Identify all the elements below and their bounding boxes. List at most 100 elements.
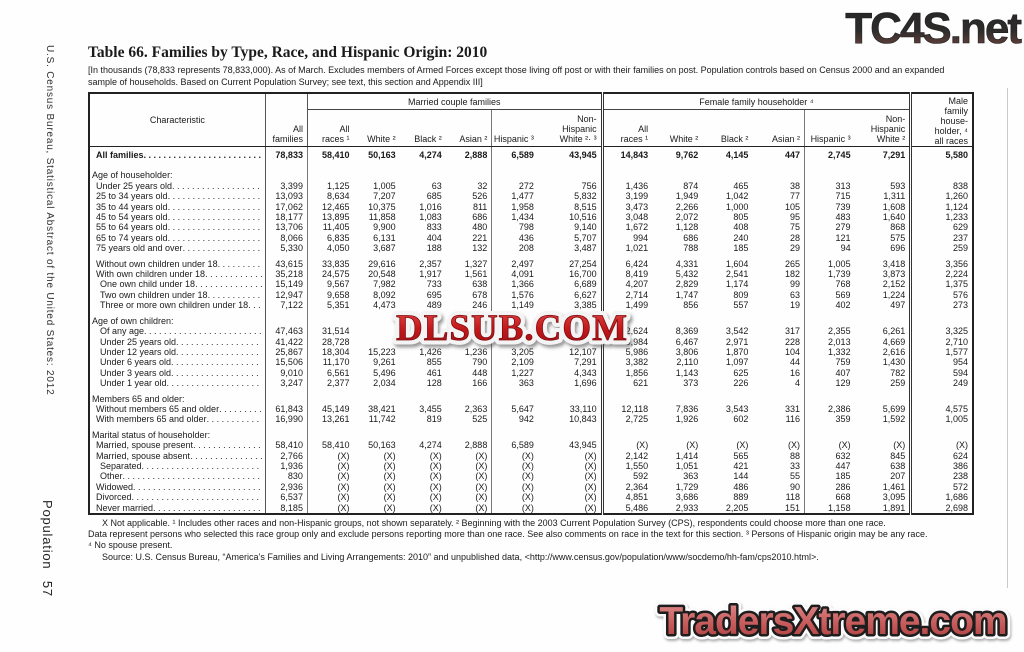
value-cell: 756 [537,180,604,192]
value-cell: 8,419 [625,269,649,280]
value-cell: (X) [686,440,699,451]
value-cell: (X) [956,440,968,451]
value-cell: 695 [426,289,442,300]
value-cell: 889 [733,492,749,503]
value-cell [445,165,493,171]
value-cell [537,310,604,316]
column-header: White ² [353,109,400,148]
value-cell: 166 [445,378,493,389]
value-cell: 1,174 [725,279,749,290]
value-cell: 6,537 [265,492,308,503]
watermark-tradersxtreme-svg: TradersXtreme.com TradersXtreme.com Trad… [654,595,1012,648]
row-label-cell: Never married [89,502,266,514]
value-cell: 43,945 [537,146,604,166]
row-label: Marital status of householder: [92,429,211,440]
value-cell: (X) [521,471,534,482]
value-cell: (X) [445,471,493,482]
value-cell: 569 [835,289,851,300]
row-label: Two own children under 18 [100,289,208,300]
value-cell: 448 [445,367,493,379]
sidebar-page-label: Population 57 [40,500,55,597]
value-cell: 43,945 [537,440,604,451]
section-row: Members 65 and older: [89,393,973,404]
value-cell: 632 [835,450,851,461]
value-cell: 11,170 [322,357,350,368]
value-cell: 3,687 [373,243,396,254]
value-cell: 557 [733,300,749,311]
value-cell: 3,247 [265,378,308,389]
value-cell: 1,414 [675,450,699,461]
value-cell [602,394,652,404]
value-cell: 38 [752,180,805,192]
value-cell: 483 [835,212,851,223]
value-cell: 16,700 [537,269,604,280]
row-label: Under 6 years old [100,357,172,368]
value-cell: 273 [952,300,968,311]
value-cell [537,393,604,404]
value-cell: 27,254 [537,258,604,270]
value-cell: 4,473 [373,300,396,311]
value-cell: 363 [683,471,699,482]
value-cell: 7,122 [265,300,308,311]
table-row: Under 6 years old 15,506 11,170 9,261 855790… [89,357,973,368]
row-label: 55 to 64 years old [96,222,168,233]
value-cell: 2,616 [854,346,913,358]
value-cell: 1,311 [854,191,913,202]
value-cell: (X) [429,502,442,513]
value-cell [804,430,854,440]
watermark-tradersxtreme-text: TradersXtreme.com [659,600,1006,643]
value-cell: 1,083 [419,212,442,223]
column-header: Asian ² [752,109,805,148]
value-cell: 13,261 [322,414,350,425]
spacer-row [89,165,973,171]
value-cell: 144 [733,471,749,482]
value-cell: 5,986 [625,346,649,357]
value-cell: (X) [521,460,534,471]
value-cell: 5,580 [945,150,968,160]
value-cell: 1,125 [327,180,350,191]
value-cell: 1,917 [419,269,442,280]
dot-leader [218,259,262,269]
dot-leader [172,181,262,191]
row-label: Divorced [96,492,132,503]
value-cell: 2,072 [675,212,699,223]
value-cell: 13,093 [265,191,308,202]
value-cell: 1,260 [945,191,968,202]
value-cell: 7,291 [537,357,604,368]
value-cell: (X) [537,492,604,503]
value-cell [307,430,353,440]
table-row: Married, spouse present 58,410 58,410 50,16… [89,440,973,451]
value-cell: 10,843 [537,414,604,425]
value-cell: 128 [426,378,442,389]
row-label: Under 12 years old [100,346,177,357]
dot-leader [168,202,262,212]
value-cell: 45,149 [322,403,350,414]
dot-leader [193,440,262,450]
value-cell: 6,561 [327,367,350,378]
dot-leader [248,300,262,310]
value-cell: 129 [835,378,851,389]
value-cell: 1,434 [511,212,534,223]
row-label-cell: Under 25 years old [89,180,266,192]
value-cell: 593 [854,180,913,192]
row-label: Without members 65 and older [96,403,220,414]
value-cell: 90 [752,481,805,493]
value-cell: 798 [518,222,534,233]
value-cell: 6,467 [675,336,699,347]
value-cell: (X) [445,502,493,514]
value-cell [804,394,854,404]
value-cell: 6,131 [373,232,396,243]
value-cell: 185 [835,471,851,482]
value-cell: 12,947 [265,289,308,301]
value-cell: 739 [835,201,851,212]
value-cell: 572 [952,481,968,492]
value-cell: 868 [854,222,913,233]
value-cell [354,394,400,404]
value-cell [492,316,538,326]
value-cell: 31,514 [322,326,350,337]
value-cell [400,337,446,347]
value-cell [702,170,752,180]
footnote-line: ⁴ No spouse present. [88,540,173,551]
value-cell: 3,048 [625,212,649,223]
